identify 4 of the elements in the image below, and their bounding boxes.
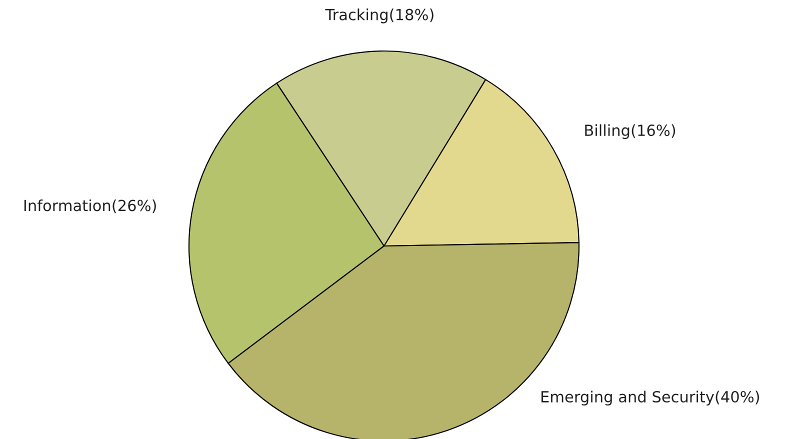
slice-label: Tracking(18%) bbox=[325, 8, 434, 24]
slice-label: Emerging and Security(40%) bbox=[542, 390, 760, 406]
slice-label: Information(26%) bbox=[24, 199, 156, 214]
slice-label: Billing(16%) bbox=[585, 124, 676, 140]
